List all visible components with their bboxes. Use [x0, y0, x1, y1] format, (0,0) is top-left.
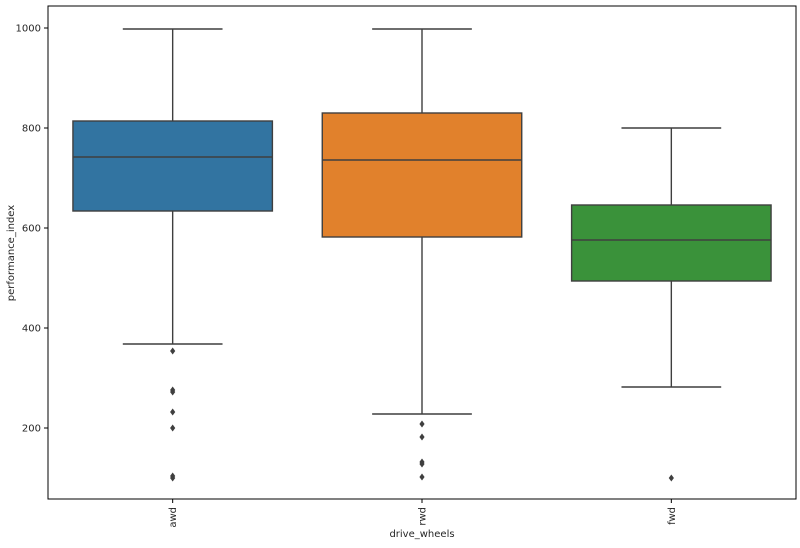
y-tick-label: 600	[22, 224, 41, 235]
outlier-point	[419, 433, 425, 441]
plot-frame	[47, 5, 797, 500]
outlier-point	[419, 473, 425, 481]
outlier-point	[170, 408, 176, 416]
box-fwd	[570, 204, 772, 282]
y-tick-label: 800	[22, 124, 41, 135]
x-tick-label: fwd	[667, 507, 678, 525]
outlier-point	[419, 460, 425, 468]
outlier-point	[170, 347, 176, 355]
x-axis-label: drive_wheels	[389, 529, 454, 540]
y-axis-label: performance_index	[6, 205, 17, 301]
outlier-point	[170, 388, 176, 396]
outlier-point	[170, 474, 176, 482]
outlier-point	[419, 420, 425, 428]
x-tick-label: rwd	[418, 507, 429, 526]
box-awd	[72, 120, 274, 212]
y-tick-label: 1000	[16, 24, 41, 35]
y-tick-label: 400	[22, 324, 41, 335]
box-rwd	[321, 112, 523, 238]
outlier-point	[170, 424, 176, 432]
y-tick-label: 200	[22, 424, 41, 435]
outlier-point	[668, 474, 674, 482]
x-tick-label: awd	[168, 507, 179, 528]
